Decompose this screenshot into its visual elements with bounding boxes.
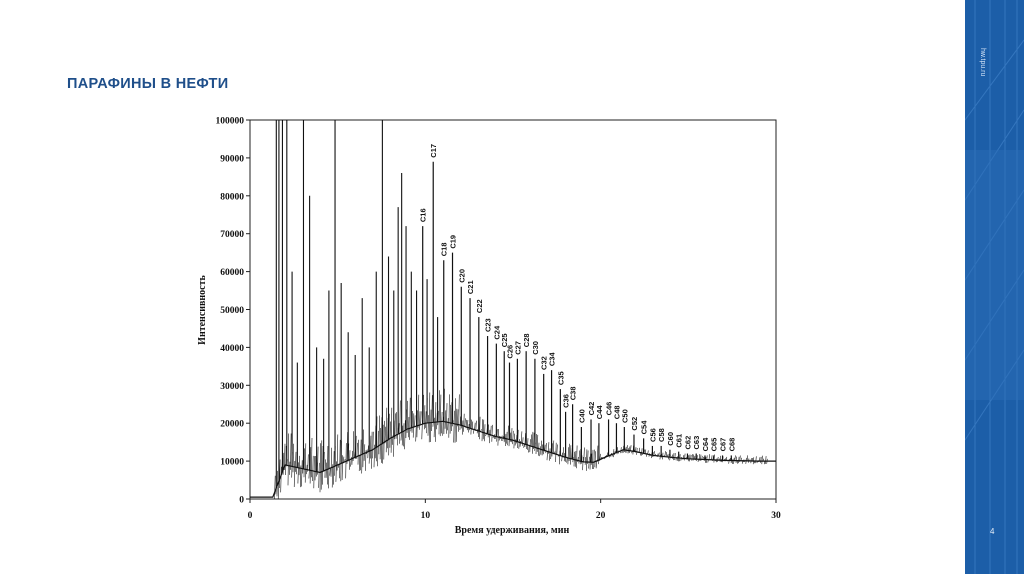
peak-label-C24: C24 (492, 325, 501, 340)
peak-label-C20: C20 (457, 269, 466, 283)
y-axis-title: Интенсивность (197, 274, 208, 344)
y-tick-label-60000: 60000 (220, 268, 244, 278)
chromatogram-chart: 0 10 20 30 0 10000 20000 30000 40000 50000 60000 70… (197, 117, 782, 537)
peak-label-C42: C42 (587, 402, 596, 416)
site-label: hw.tpu.ru (979, 48, 986, 77)
decorative-side-panel (965, 0, 1024, 574)
peak-label-C40: C40 (577, 409, 586, 423)
peak-label-C22: C22 (475, 299, 484, 313)
y-tick-label-30000: 30000 (220, 382, 244, 392)
peak-label-C64: C64 (701, 437, 710, 452)
peak-label-C23: C23 (484, 318, 493, 332)
peak-label-C30: C30 (531, 341, 540, 355)
peak-label-C25: C25 (500, 333, 509, 347)
peak-label-C38: C38 (569, 386, 578, 400)
peak-label-C48: C48 (612, 405, 621, 419)
y-tick-label-100000: 100000 (216, 117, 245, 127)
peak-label-C62: C62 (683, 436, 692, 450)
peak-label-C27: C27 (513, 341, 522, 355)
y-tick-label-80000: 80000 (220, 192, 244, 202)
peak-label-C56: C56 (648, 428, 657, 442)
y-tick-label-20000: 20000 (220, 420, 244, 430)
signal-noise (274, 388, 768, 500)
peak-label-C58: C58 (657, 428, 666, 442)
peak-label-C18: C18 (440, 242, 449, 256)
building-pattern (965, 0, 1024, 574)
peak-label-layer: C16C17C18C19C20C21C22C23C24C25C26C27C28C… (419, 144, 737, 451)
y-tick-label-10000: 10000 (220, 458, 244, 468)
page-number: 4 (990, 527, 995, 536)
peak-label-C28: C28 (522, 333, 531, 347)
y-tick-label-90000: 90000 (220, 154, 244, 164)
peak-label-C26: C26 (505, 345, 514, 359)
peak-label-C63: C63 (692, 436, 701, 450)
y-tick-label-50000: 50000 (220, 306, 244, 316)
x-tick-label-30: 30 (771, 511, 781, 521)
peak-label-C60: C60 (666, 432, 675, 446)
peak-label-C65: C65 (710, 438, 719, 452)
peak-label-C35: C35 (556, 371, 565, 385)
x-tick-label-20: 20 (596, 511, 606, 521)
peak-label-C50: C50 (620, 409, 629, 423)
x-tick-label-0: 0 (248, 511, 253, 521)
peak-label-C16: C16 (419, 208, 428, 222)
peak-label-C17: C17 (429, 144, 438, 158)
signal-baseline (250, 420, 776, 498)
peak-label-C19: C19 (449, 235, 458, 249)
peak-label-C67: C67 (719, 438, 728, 452)
peak-label-C61: C61 (675, 434, 684, 448)
x-axis-title: Время удерживания, мин (455, 525, 570, 536)
peak-label-C21: C21 (466, 280, 475, 294)
peak-label-C68: C68 (727, 438, 736, 452)
peak-label-C44: C44 (595, 405, 604, 420)
y-tick-label-0: 0 (239, 496, 244, 506)
y-tick-label-70000: 70000 (220, 230, 244, 240)
signal-layer (250, 120, 776, 500)
y-tick-label-40000: 40000 (220, 344, 244, 354)
peak-label-C32: C32 (540, 356, 549, 370)
peak-label-C46: C46 (605, 402, 614, 416)
slide-title: ПАРАФИНЫ В НЕФТИ (67, 76, 229, 92)
peak-label-C36: C36 (562, 394, 571, 408)
peak-label-C52: C52 (630, 417, 639, 431)
x-tick-label-10: 10 (421, 511, 431, 521)
peak-label-C54: C54 (640, 420, 649, 435)
peak-label-C34: C34 (548, 352, 557, 367)
axis-layer: 0 10 20 30 0 10000 20000 30000 40000 50000 60000 70… (216, 117, 782, 522)
